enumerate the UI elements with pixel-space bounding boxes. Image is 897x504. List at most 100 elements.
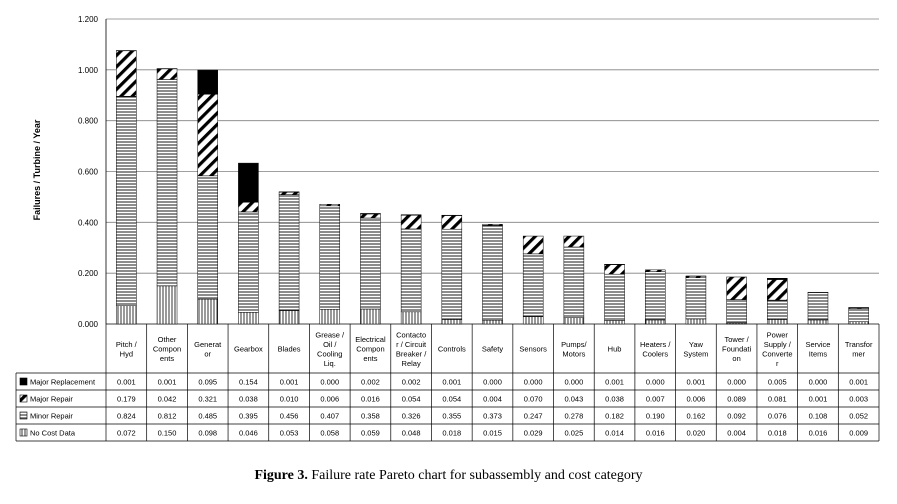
bar-major-repair xyxy=(767,279,788,301)
data-label: 0.006 xyxy=(687,395,706,404)
data-label: 0.072 xyxy=(117,429,136,438)
bar-minor-repair xyxy=(156,79,178,287)
data-label: 0.150 xyxy=(158,429,177,438)
data-label: 0.001 xyxy=(849,378,868,387)
data-label: 0.000 xyxy=(564,378,583,387)
bar-no-cost-data xyxy=(482,319,503,325)
data-label: 0.052 xyxy=(849,412,868,421)
category-label: Supply / xyxy=(764,340,792,349)
bar-major-repair xyxy=(116,50,137,97)
category-label: Electrical xyxy=(355,335,386,344)
category-label: Breaker / xyxy=(396,349,427,358)
data-label: 0.000 xyxy=(320,378,339,387)
data-label: 0.002 xyxy=(361,378,380,387)
figure-caption: Figure 3. Failure rate Pareto chart for … xyxy=(0,468,897,484)
data-label: 0.278 xyxy=(564,412,583,421)
data-label: 0.001 xyxy=(158,378,177,387)
category-label: Grease / xyxy=(315,330,345,339)
data-label: 0.009 xyxy=(849,429,868,438)
category-label: Generat xyxy=(194,340,222,349)
bar-major-replacement xyxy=(238,162,259,203)
data-label: 0.018 xyxy=(768,429,787,438)
data-label: 0.456 xyxy=(280,412,299,421)
data-label: 0.321 xyxy=(198,395,217,404)
y-tick-label: 0.800 xyxy=(78,117,99,126)
bar-minor-repair xyxy=(400,228,422,313)
category-label: Compon xyxy=(356,345,384,354)
data-label: 0.006 xyxy=(320,395,339,404)
category-label: Controls xyxy=(438,345,466,354)
bar-major-repair xyxy=(278,191,300,195)
bar-minor-repair xyxy=(522,253,544,317)
data-label: 0.043 xyxy=(564,395,583,404)
bar-major-repair xyxy=(197,93,218,177)
bar-major-repair xyxy=(522,235,544,255)
category-label: Safety xyxy=(482,345,504,354)
bar-no-cost-data xyxy=(644,319,666,325)
data-label: 0.098 xyxy=(198,429,217,438)
data-label: 0.038 xyxy=(239,395,258,404)
category-label: Heaters / xyxy=(640,340,671,349)
data-label: 0.000 xyxy=(483,378,502,387)
data-table: Pitch /HydOtherComponentsGeneratorGearbo… xyxy=(15,324,880,442)
category-label: Yaw xyxy=(689,340,704,349)
data-label: 0.001 xyxy=(605,378,624,387)
data-label: 0.004 xyxy=(727,429,746,438)
bar-minor-repair xyxy=(685,277,707,320)
bar-major-repair xyxy=(400,214,422,230)
data-label: 0.407 xyxy=(320,412,339,421)
category-label: Contacto xyxy=(396,330,426,339)
data-label: 0.182 xyxy=(605,412,624,421)
data-label: 0.046 xyxy=(239,429,258,438)
data-label: 0.018 xyxy=(442,429,461,438)
bar-no-cost-data xyxy=(685,318,707,325)
category-label: Foundati xyxy=(722,345,752,354)
bar-major-repair xyxy=(726,276,747,300)
data-label: 0.076 xyxy=(768,412,787,421)
category-label: Motors xyxy=(562,349,585,358)
figure-caption-label: Figure 3. xyxy=(254,468,308,483)
data-label: 0.001 xyxy=(687,378,706,387)
category-label: Pumps/ xyxy=(561,340,587,349)
bar-no-cost-data xyxy=(441,319,463,325)
data-label: 0.048 xyxy=(402,429,421,438)
data-label: 0.020 xyxy=(687,429,706,438)
data-label: 0.092 xyxy=(727,412,746,421)
data-label: 0.247 xyxy=(524,412,543,421)
legend-key xyxy=(19,377,28,386)
data-label: 0.007 xyxy=(646,395,665,404)
category-label: Hyd xyxy=(120,349,133,358)
category-label: Hub xyxy=(608,345,622,354)
data-label: 0.395 xyxy=(239,412,258,421)
bar-major-repair xyxy=(441,215,463,230)
data-label: 0.179 xyxy=(117,395,136,404)
data-label: 0.025 xyxy=(564,429,583,438)
bar-major-replacement xyxy=(767,278,788,280)
bar-minor-repair xyxy=(360,217,381,310)
category-label: Blades xyxy=(278,345,301,354)
data-label: 0.054 xyxy=(442,395,461,404)
data-label: 0.058 xyxy=(320,429,339,438)
bar-minor-repair xyxy=(767,299,788,320)
category-label: Other xyxy=(158,335,177,344)
data-label: 0.005 xyxy=(768,378,787,387)
data-label: 0.042 xyxy=(158,395,177,404)
y-tick-label: 0.400 xyxy=(78,218,99,227)
bar-no-cost-data xyxy=(278,310,300,325)
category-label: Transfor xyxy=(845,340,873,349)
bar-major-repair xyxy=(238,202,259,213)
bar-no-cost-data xyxy=(522,316,544,325)
legend-label: Major Replacement xyxy=(30,378,96,387)
legend-label: No Cost Data xyxy=(30,429,76,438)
data-label: 0.038 xyxy=(605,395,624,404)
data-label: 0.000 xyxy=(727,378,746,387)
bar-minor-repair xyxy=(604,273,625,321)
data-label: 0.000 xyxy=(524,378,543,387)
category-label: Cooling xyxy=(317,349,342,358)
bar-no-cost-data xyxy=(767,319,788,325)
legend-key xyxy=(19,411,28,420)
data-label: 0.029 xyxy=(524,429,543,438)
data-label: 0.154 xyxy=(239,378,258,387)
data-label: 0.485 xyxy=(198,412,217,421)
bar-no-cost-data xyxy=(563,317,585,325)
